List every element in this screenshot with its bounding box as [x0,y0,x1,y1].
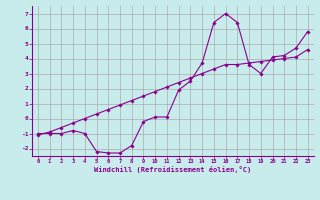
X-axis label: Windchill (Refroidissement éolien,°C): Windchill (Refroidissement éolien,°C) [94,166,252,173]
